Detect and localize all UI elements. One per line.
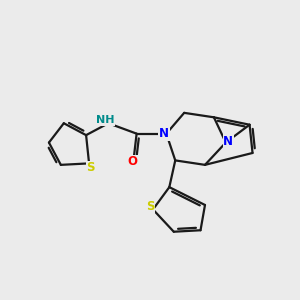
Text: S: S — [86, 161, 95, 174]
Text: S: S — [146, 200, 154, 213]
Text: N: N — [223, 135, 233, 148]
Text: O: O — [127, 155, 137, 168]
Text: NH: NH — [96, 115, 115, 125]
Text: N: N — [159, 127, 169, 140]
